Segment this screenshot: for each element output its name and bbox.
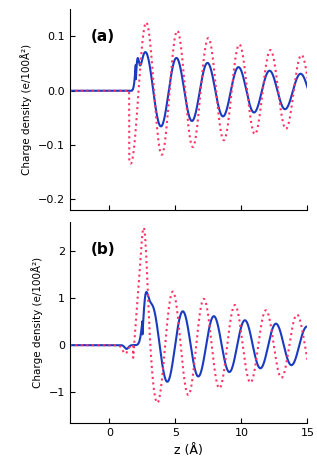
X-axis label: z (Å): z (Å) xyxy=(174,444,203,457)
Y-axis label: Charge density (e/100Å²): Charge density (e/100Å²) xyxy=(20,44,32,175)
Text: (b): (b) xyxy=(91,242,116,257)
Text: (a): (a) xyxy=(91,29,115,44)
Y-axis label: Charge density (e/100Å²): Charge density (e/100Å²) xyxy=(31,257,43,388)
